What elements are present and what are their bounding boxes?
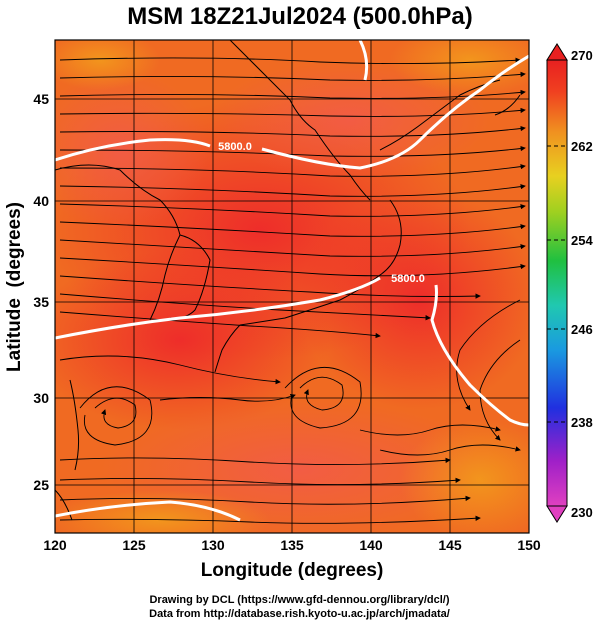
credit-drawing: Drawing by DCL (https://www.gfd-dennou.o…: [149, 594, 450, 606]
wind-streamlines: [59, 57, 526, 524]
y-tick-label: 45: [33, 91, 49, 107]
colorbar-tick-label: 270: [571, 48, 593, 63]
x-tick-label: 130: [201, 537, 225, 553]
x-tick-label: 140: [359, 537, 383, 553]
colorbar: 270 262 254 246 238 230: [546, 43, 593, 523]
x-axis-label: Longitude (degrees): [201, 560, 384, 581]
y-tick-label: 30: [33, 390, 49, 406]
colorbar-tick-label: 230: [571, 505, 593, 520]
x-tick-label: 150: [517, 537, 541, 553]
gridlines: [55, 40, 529, 533]
plot-frame: [54, 39, 530, 534]
temperature-field: 5800.0 5800.0: [55, 40, 529, 533]
x-tick-label: 145: [438, 537, 462, 553]
y-tick-label: 40: [33, 193, 49, 209]
colorbar-tick-label: 246: [571, 322, 593, 337]
colorbar-max-arrow: [546, 43, 568, 61]
height-contours: [55, 40, 529, 522]
x-tick-label: 125: [122, 537, 146, 553]
contour-label-north: 5800.0: [218, 141, 252, 153]
contour-label-south: 5800.0: [391, 273, 425, 285]
y-axis-ticks: 25 30 35 40 45: [33, 91, 49, 493]
x-axis-ticks: 120 125 130 135 140 145 150: [43, 537, 541, 553]
credit-data: Data from http://database.rish.kyoto-u.a…: [149, 608, 450, 620]
y-tick-label: 25: [33, 477, 49, 493]
y-tick-label: 35: [33, 294, 49, 310]
colorbar-tick-label: 262: [571, 139, 593, 154]
x-tick-label: 135: [280, 537, 304, 553]
colorbar-min-arrow: [546, 505, 568, 523]
colorbar-tick-label: 254: [571, 233, 593, 248]
colorbar-tick-label: 238: [571, 415, 593, 430]
y-axis-label: Latitude (degrees): [4, 202, 25, 372]
x-tick-label: 120: [43, 537, 67, 553]
chart-title: MSM 18Z21Jul2024 (500.0hPa): [127, 3, 473, 30]
